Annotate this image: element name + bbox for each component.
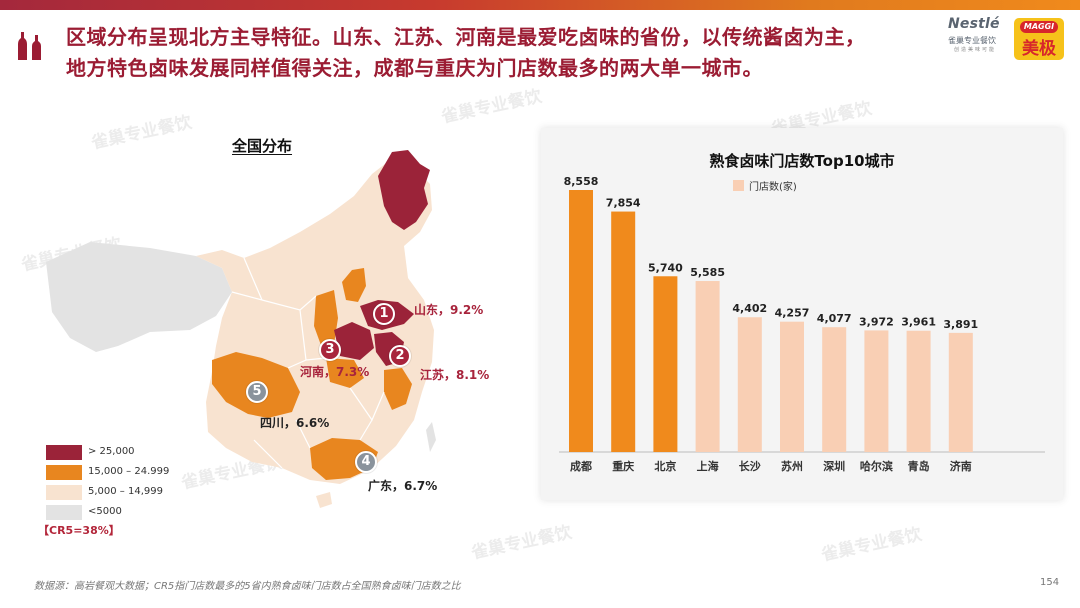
page-number: 154: [1040, 577, 1060, 588]
legend-swatch: [46, 445, 82, 460]
bar-成都: [569, 190, 593, 452]
label-sichuan: 四川，6.6%: [260, 416, 330, 430]
bar-上海: [695, 281, 720, 452]
legend-label: 5,000 – 14,999: [88, 486, 163, 497]
chart-legend-swatch: [733, 180, 744, 191]
map-region-taiwan: [426, 422, 436, 452]
label-guangdong: 广东，6.7%: [368, 479, 438, 493]
nestle-logo-tagline: 创造美味可能: [954, 47, 997, 53]
map-region-grey: [46, 242, 232, 352]
bar-value-label: 3,961: [901, 316, 936, 329]
label-jiangsu: 江苏，8.1%: [420, 368, 490, 382]
maggi-logo: MAGGI 美极: [1014, 18, 1064, 60]
map-marker-guangdong: 4: [355, 451, 377, 473]
map-region-henan: [334, 322, 374, 360]
watermark: 雀巢专业餐饮: [819, 524, 924, 566]
bar-value-label: 5,585: [690, 266, 725, 279]
bar-value-label: 3,891: [943, 318, 978, 331]
bar-value-label: 4,257: [775, 307, 810, 320]
legend-label: > 25,000: [88, 446, 135, 457]
category-label: 哈尔滨: [860, 459, 893, 473]
source-note: 数据源：高岩餐观大数据；CR5指门店数最多的5省内熟食卤味门店数占全国熟食卤味门…: [34, 581, 461, 592]
legend-swatch: [46, 485, 82, 500]
bar-苏州: [780, 321, 804, 452]
label-henan: 河南，7.3%: [300, 365, 370, 379]
headline-line-2: 地方特色卤味发展同样值得关注，成都与重庆为门店数最多的两大单一城市。: [66, 56, 763, 80]
bar-value-label: 3,972: [859, 315, 894, 328]
bar-青岛: [906, 330, 931, 452]
marker-rank: 3: [325, 342, 335, 357]
bar-重庆: [611, 211, 636, 452]
label-shandong: 山东，9.2%: [414, 303, 484, 317]
cr5-note: 【CR5=38%】: [38, 524, 120, 537]
bar-chart: 8,558 成都 7,854 重庆 5,740 北京 5,585 上海 4,402 长沙 4,257…: [559, 175, 1045, 473]
map-boundaries: [231, 257, 385, 469]
legend-swatch: [46, 465, 82, 480]
bar-value-label: 4,077: [817, 312, 852, 325]
bottle-icon: [18, 32, 41, 60]
map-region-shaanxi: [314, 290, 338, 348]
map-marker-jiangsu: 2: [389, 345, 411, 367]
category-label: 苏州: [781, 459, 803, 473]
chart-title: 熟食卤味门店数Top10城市: [709, 152, 895, 170]
chart-panel: 熟食卤味门店数Top10城市 门店数(家) 8,558 成都 7,854 重庆 5,74…: [541, 128, 1063, 500]
map-region-northeast: [378, 150, 430, 230]
map-marker-sichuan: 5: [246, 381, 268, 403]
bar-value-label: 7,854: [606, 197, 641, 210]
map-region-hebei: [342, 268, 366, 302]
marker-rank: 1: [379, 306, 389, 321]
bar-深圳: [822, 327, 847, 452]
legend-label: <5000: [88, 506, 122, 517]
category-label: 深圳: [823, 459, 845, 473]
maggi-logo-chinese: 美极: [1022, 39, 1056, 59]
map-title: 全国分布: [232, 137, 293, 155]
page-headline: 区域分布呈现北方主导特征。山东、江苏、河南是最爱吃卤味的省份，以传统酱卤为主， …: [66, 22, 936, 84]
category-label: 上海: [697, 459, 719, 473]
nestle-logo: Nestlé 雀巢专业餐饮 创造美味可能: [948, 16, 1010, 60]
nestle-logo-subtitle: 雀巢专业餐饮: [948, 36, 996, 45]
marker-rank: 4: [361, 454, 371, 469]
category-label: 长沙: [739, 459, 761, 473]
legend-label: 15,000 – 24.999: [88, 466, 170, 477]
bar-value-label: 8,558: [564, 175, 599, 188]
china-map: [46, 150, 436, 508]
bar-济南: [948, 332, 973, 452]
bar-value-label: 5,740: [648, 261, 683, 274]
bar-长沙: [737, 317, 762, 452]
chart-legend-label: 门店数(家): [749, 182, 797, 193]
bar-value-label: 4,402: [732, 302, 767, 315]
map-region-hainan: [316, 492, 332, 508]
marker-rank: 5: [252, 384, 262, 399]
category-label: 济南: [950, 459, 972, 473]
category-label: 成都: [570, 459, 592, 473]
top-accent-bar: [0, 0, 1080, 10]
headline-line-1: 区域分布呈现北方主导特征。山东、江苏、河南是最爱吃卤味的省份，以传统酱卤为主，: [66, 25, 866, 49]
marker-rank: 2: [395, 348, 405, 363]
category-label: 青岛: [908, 459, 930, 473]
maggi-logo-word: MAGGI: [1020, 21, 1058, 33]
map-marker-shandong: 1: [373, 303, 395, 325]
category-label: 北京: [654, 459, 676, 473]
category-label: 重庆: [612, 459, 634, 473]
bar-哈尔滨: [864, 330, 889, 452]
map-region-zhejiang: [384, 368, 412, 410]
map-region-hubei: [326, 358, 364, 388]
map-marker-henan: 3: [319, 339, 341, 361]
nestle-logo-word: Nestlé: [948, 16, 1000, 32]
legend-swatch: [46, 505, 82, 520]
bar-北京: [653, 276, 678, 452]
